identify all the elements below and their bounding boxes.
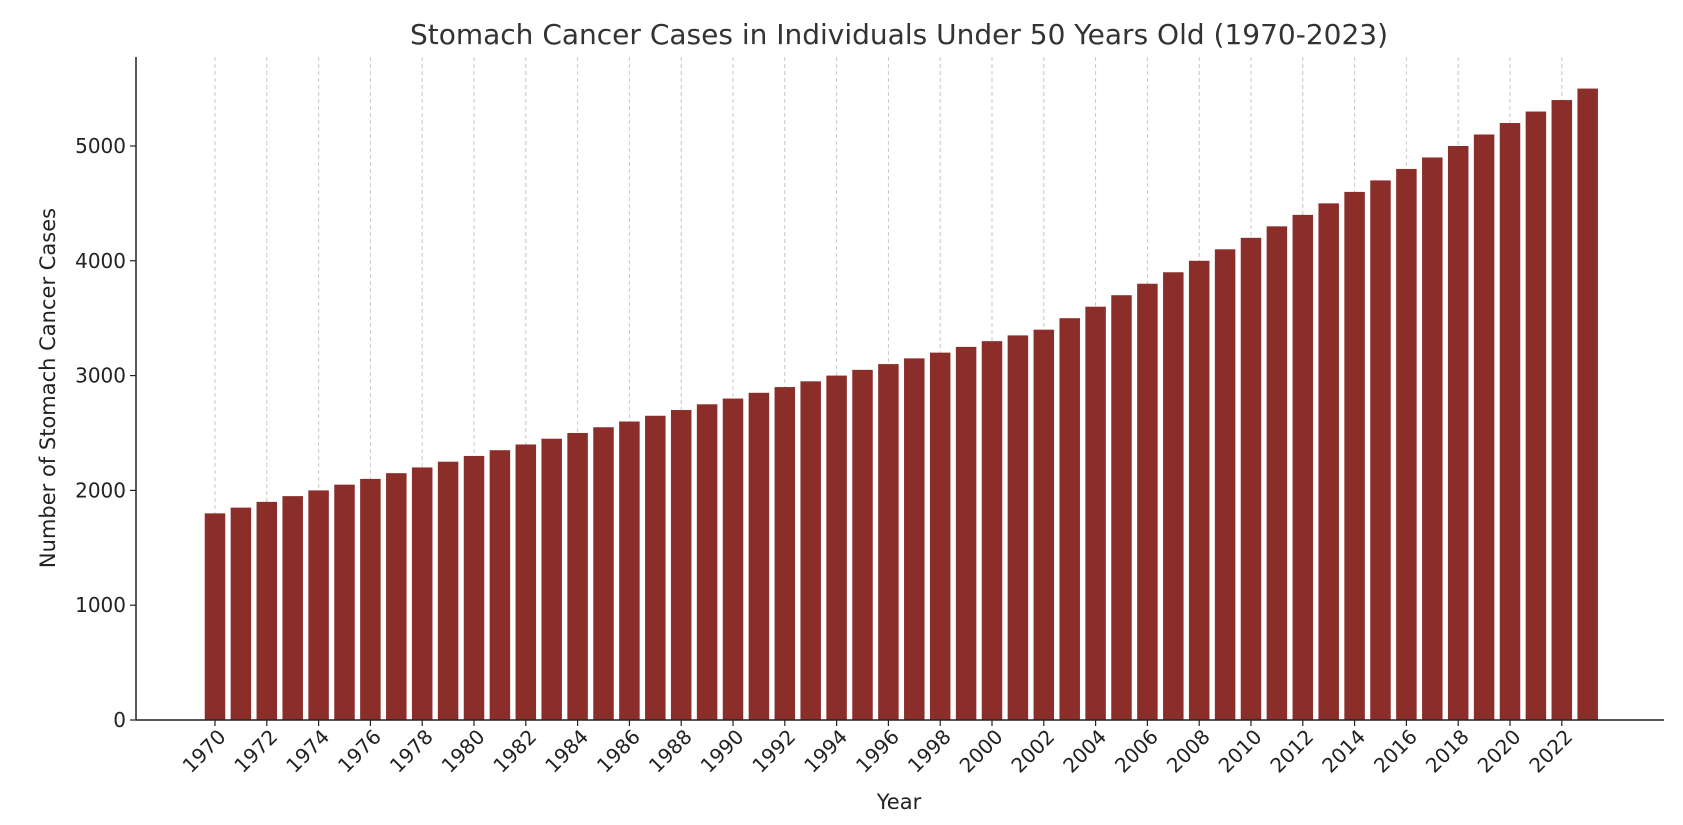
x-tick-label: 1972 xyxy=(229,725,282,778)
bar-1991 xyxy=(748,392,770,720)
bar-2008 xyxy=(1188,260,1210,720)
bar-1974 xyxy=(308,490,329,720)
bar-2011 xyxy=(1266,226,1288,721)
bar-1994 xyxy=(826,375,847,720)
x-tick-label: 2018 xyxy=(1421,725,1474,778)
bar-2014 xyxy=(1344,191,1365,720)
bar-1992 xyxy=(774,387,796,720)
x-tick-label: 2006 xyxy=(1110,725,1163,778)
bar-2005 xyxy=(1111,295,1132,720)
bar-1995 xyxy=(852,369,873,720)
x-tick-label: 1992 xyxy=(747,725,800,778)
bar-1989 xyxy=(696,404,718,720)
x-tick-label: 2008 xyxy=(1162,725,1215,778)
x-tick-label: 2010 xyxy=(1214,725,1267,778)
bar-1981 xyxy=(489,450,511,720)
bar-1982 xyxy=(515,444,537,720)
x-tick-label: 1982 xyxy=(488,725,541,778)
bar-2020 xyxy=(1499,123,1521,720)
bar-1977 xyxy=(386,473,407,720)
y-tick-label: 3000 xyxy=(75,364,126,388)
x-tick-label: 1980 xyxy=(437,725,490,778)
bar-2022 xyxy=(1551,100,1573,721)
x-tick-label: 2022 xyxy=(1524,725,1577,778)
bar-1983 xyxy=(541,438,562,720)
bar-2016 xyxy=(1396,168,1417,720)
bar-2000 xyxy=(981,341,1003,720)
bar-1975 xyxy=(334,484,355,720)
x-tick-label: 1998 xyxy=(903,725,956,778)
bar-2003 xyxy=(1059,318,1080,720)
x-tick-label: 2002 xyxy=(1006,725,1059,778)
bar-2023 xyxy=(1577,88,1598,721)
bar-1998 xyxy=(929,352,951,720)
bar-1979 xyxy=(437,461,459,720)
bar-1973 xyxy=(282,496,303,720)
y-tick-label: 4000 xyxy=(75,249,126,273)
bar-2002 xyxy=(1033,329,1055,720)
bar-1980 xyxy=(463,455,485,720)
bar-1999 xyxy=(955,346,977,720)
x-tick-label: 1996 xyxy=(851,725,904,778)
x-tick-label: 1976 xyxy=(333,725,386,778)
bar-1970 xyxy=(204,513,226,720)
bar-2021 xyxy=(1525,111,1547,720)
x-tick-label: 1970 xyxy=(178,725,231,778)
bar-2001 xyxy=(1007,335,1029,720)
bar-2018 xyxy=(1447,145,1469,721)
bar-1990 xyxy=(722,398,744,720)
chart-title: Stomach Cancer Cases in Individuals Unde… xyxy=(410,18,1388,51)
bar-1971 xyxy=(230,507,252,720)
bar-1996 xyxy=(878,364,899,720)
y-tick-label: 2000 xyxy=(75,478,126,502)
bar-2010 xyxy=(1240,237,1262,720)
x-tick-label: 2020 xyxy=(1473,725,1526,778)
x-tick-label: 2016 xyxy=(1369,725,1422,778)
bars xyxy=(204,88,1598,721)
x-tick-label: 1974 xyxy=(281,725,334,778)
y-tick-label: 1000 xyxy=(75,593,126,617)
bar-2013 xyxy=(1318,203,1339,721)
bar-2007 xyxy=(1163,272,1184,720)
bar-2012 xyxy=(1292,214,1314,720)
x-tick-label: 1984 xyxy=(540,725,593,778)
bar-2009 xyxy=(1214,249,1236,720)
bar-1987 xyxy=(645,415,666,720)
bar-2004 xyxy=(1085,306,1106,720)
y-axis-ticks: 0 1000 2000 3000 4000 5000 xyxy=(75,134,136,732)
x-tick-label: 1994 xyxy=(799,725,852,778)
bar-1972 xyxy=(256,501,278,720)
y-tick-label: 0 xyxy=(113,708,126,732)
bar-1985 xyxy=(593,427,614,720)
bar-1986 xyxy=(619,421,640,720)
bar-1988 xyxy=(670,410,692,720)
axes xyxy=(135,57,1664,721)
x-tick-label: 2014 xyxy=(1317,725,1370,778)
x-tick-label: 1988 xyxy=(644,725,697,778)
x-axis-label: Year xyxy=(876,790,922,814)
bar-2017 xyxy=(1422,157,1443,721)
x-tick-label: 1990 xyxy=(696,725,749,778)
x-tick-label: 2004 xyxy=(1058,725,1111,778)
y-axis-label: Number of Stomach Cancer Cases xyxy=(36,208,60,568)
x-tick-label: 1978 xyxy=(385,725,438,778)
y-tick-label: 5000 xyxy=(75,134,126,158)
x-tick-label: 1986 xyxy=(592,725,645,778)
x-tick-label: 2000 xyxy=(955,725,1008,778)
bar-1976 xyxy=(360,478,381,720)
x-tick-label: 2012 xyxy=(1265,725,1318,778)
bar-2019 xyxy=(1473,134,1495,720)
bar-2006 xyxy=(1137,283,1158,720)
bar-1997 xyxy=(904,358,925,720)
bar-1993 xyxy=(800,381,821,720)
bar-2015 xyxy=(1370,180,1391,720)
bar-1984 xyxy=(567,432,588,720)
bar-1978 xyxy=(411,467,433,720)
x-axis-ticks: 1970197219741976197819801982198419861988… xyxy=(178,720,1577,778)
